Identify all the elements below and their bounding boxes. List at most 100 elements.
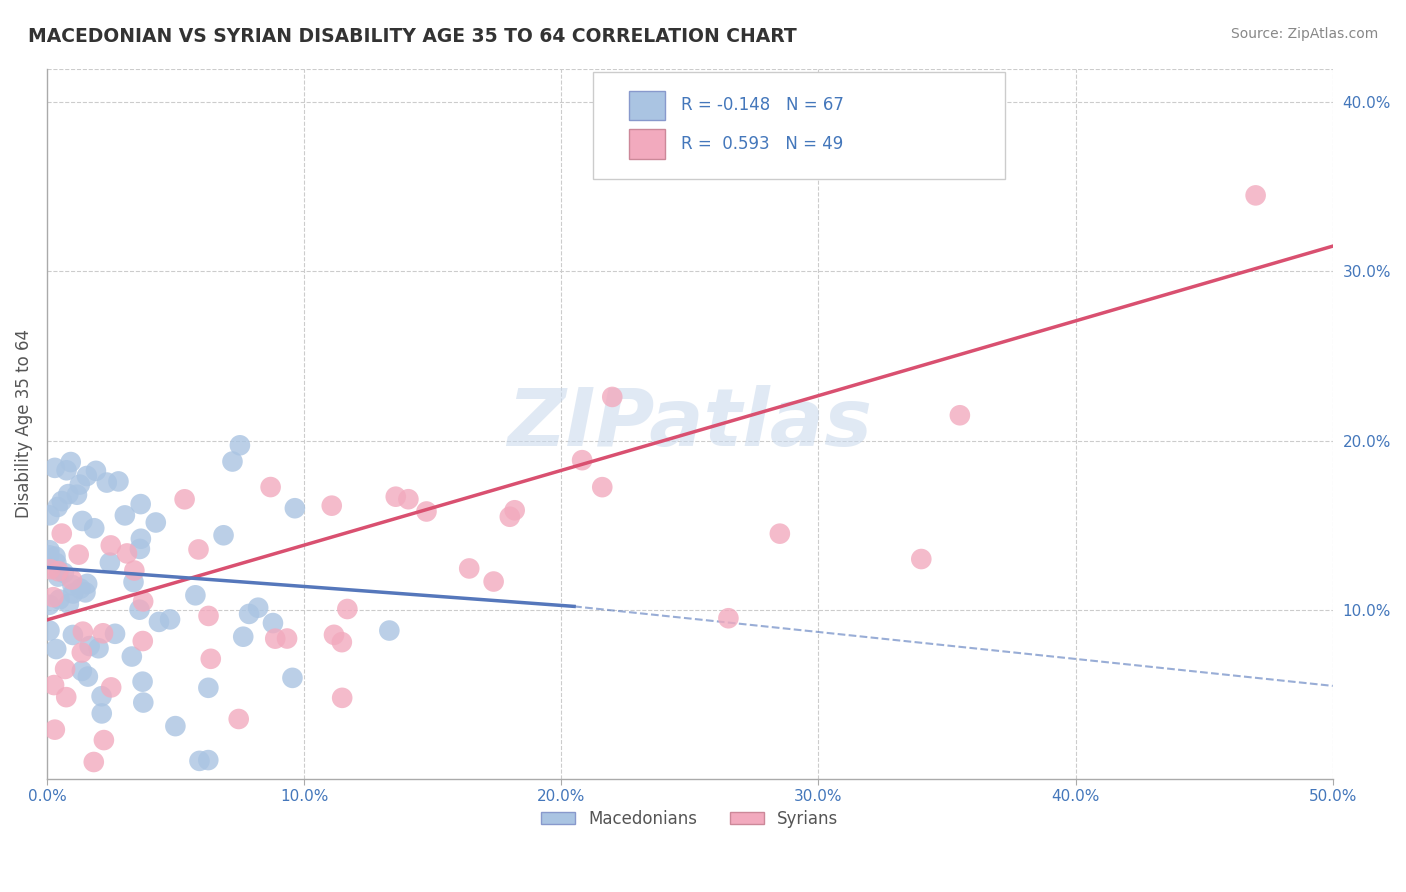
Point [415, 504, 437, 518]
Point [197, 608, 219, 623]
Point [83, 755, 105, 769]
Point [38, 598, 60, 612]
Point [39, 562, 62, 576]
Point [600, 390, 623, 404]
Point [276, 632, 298, 646]
Point [84, 464, 107, 478]
Point [44, 549, 66, 564]
Point [38, 624, 60, 638]
Point [93, 733, 115, 747]
Text: Source: ZipAtlas.com: Source: ZipAtlas.com [1230, 27, 1378, 41]
Point [132, 594, 155, 608]
Point [76, 469, 98, 483]
Point [769, 526, 792, 541]
Point [59, 455, 82, 469]
Point [53, 662, 76, 676]
Point [60, 573, 83, 587]
Point [129, 497, 152, 511]
Point [75, 585, 97, 599]
Point [76, 669, 98, 683]
Point [336, 602, 359, 616]
FancyBboxPatch shape [630, 129, 665, 159]
Point [69, 582, 91, 596]
Point [458, 561, 481, 575]
Point [96, 475, 118, 490]
Point [232, 630, 254, 644]
Point [72, 624, 94, 639]
Point [45, 556, 67, 570]
Point [70, 664, 93, 678]
Point [87, 641, 110, 656]
Point [69, 477, 91, 491]
Point [48, 564, 70, 578]
Point [165, 719, 187, 733]
Point [173, 492, 195, 507]
Point [396, 492, 419, 507]
Point [51, 526, 73, 541]
Point [51, 494, 73, 508]
Point [115, 546, 138, 560]
Point [90, 706, 112, 721]
Text: MACEDONIAN VS SYRIAN DISABILITY AGE 35 TO 64 CORRELATION CHART: MACEDONIAN VS SYRIAN DISABILITY AGE 35 T… [28, 27, 797, 45]
Point [104, 627, 127, 641]
Point [90, 690, 112, 704]
Point [949, 409, 972, 423]
Point [79, 639, 101, 653]
Point [122, 575, 145, 590]
Point [188, 754, 211, 768]
Text: R = -0.148   N = 67: R = -0.148 N = 67 [681, 96, 844, 114]
Point [591, 480, 613, 494]
Point [197, 681, 219, 695]
Point [76, 577, 98, 591]
Point [44, 461, 66, 475]
Point [42, 590, 65, 604]
Point [55, 463, 77, 477]
Point [384, 490, 406, 504]
Point [58, 487, 80, 501]
Point [145, 516, 167, 530]
Point [482, 574, 505, 589]
Point [262, 615, 284, 630]
Point [184, 588, 207, 602]
Point [499, 509, 522, 524]
Point [187, 542, 209, 557]
Point [45, 642, 67, 657]
Point [46, 500, 69, 514]
Point [571, 453, 593, 467]
Point [128, 603, 150, 617]
Point [83, 521, 105, 535]
Point [259, 480, 281, 494]
Point [221, 454, 243, 468]
Point [38, 508, 60, 523]
Point [247, 600, 270, 615]
Point [264, 632, 287, 646]
Point [128, 541, 150, 556]
Legend: Macedonians, Syrians: Macedonians, Syrians [534, 803, 845, 835]
Point [67, 548, 90, 562]
Point [114, 508, 136, 523]
Point [58, 597, 80, 611]
Point [72, 514, 94, 528]
Text: ZIPatlas: ZIPatlas [508, 384, 872, 463]
Point [197, 753, 219, 767]
Point [38, 543, 60, 558]
Point [131, 674, 153, 689]
Y-axis label: Disability Age 35 to 64: Disability Age 35 to 64 [15, 329, 32, 518]
Point [62, 586, 84, 600]
Point [228, 712, 250, 726]
Point [281, 671, 304, 685]
Point [910, 552, 932, 566]
Point [284, 501, 307, 516]
Point [66, 488, 89, 502]
Point [330, 690, 353, 705]
Point [46, 569, 69, 583]
Point [503, 503, 526, 517]
Point [100, 538, 122, 552]
Point [91, 626, 114, 640]
Point [100, 681, 122, 695]
Point [70, 646, 93, 660]
Point [42, 678, 65, 692]
Point [159, 612, 181, 626]
FancyBboxPatch shape [630, 91, 665, 120]
Point [52, 566, 75, 580]
